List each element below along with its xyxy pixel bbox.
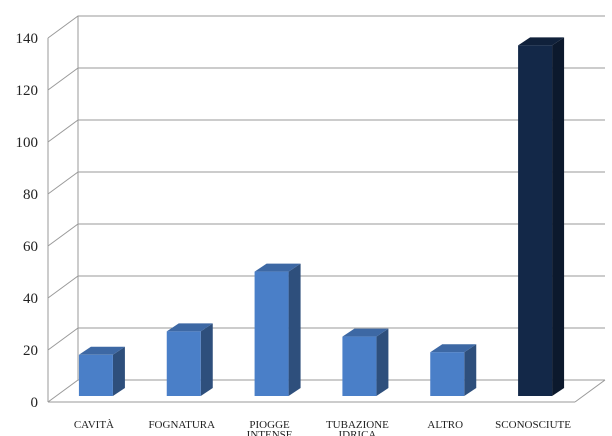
- bar-cavità: [78, 346, 125, 396]
- y-tick-label: 100: [16, 135, 39, 151]
- bar-side: [376, 328, 389, 396]
- bar-side: [200, 323, 213, 396]
- bar-front: [518, 45, 553, 397]
- y-tick-labels: 0 20 40 60 80 100 120 140: [16, 31, 39, 411]
- y-tick-label: 60: [23, 239, 38, 255]
- x-category-label: SCONOSCIUTE: [495, 419, 571, 431]
- bar-side: [552, 37, 565, 397]
- bar-top: [254, 263, 301, 272]
- y-tick-label: 20: [23, 343, 38, 359]
- bar-side: [288, 263, 301, 396]
- bar-tubazione: [342, 328, 389, 396]
- bar-top: [166, 323, 213, 332]
- floor-edge: [574, 379, 606, 403]
- bar-sconosciute: [518, 37, 565, 397]
- y-tick-label: 0: [31, 395, 39, 411]
- bar-front: [342, 336, 377, 396]
- bar-front: [78, 354, 113, 396]
- bar-top: [342, 328, 389, 337]
- bar-top: [518, 37, 565, 46]
- gridline: [47, 15, 605, 39]
- x-category-label: IDRICA: [338, 429, 376, 436]
- x-category-label: FOGNATURA: [148, 419, 215, 431]
- x-category-label: INTENSE: [247, 429, 293, 436]
- y-tick-label: 80: [23, 187, 38, 203]
- bars: [78, 37, 565, 397]
- bar-piogge: [254, 263, 301, 396]
- bar-top: [430, 344, 477, 353]
- x-category-label: TUBAZIONE: [326, 419, 389, 431]
- bar-top: [78, 346, 125, 355]
- y-tick-label: 40: [23, 291, 38, 307]
- bar-front: [430, 352, 465, 396]
- y-tick-label: 140: [16, 31, 39, 47]
- y-tick-label: 120: [16, 83, 39, 99]
- bar-side: [112, 346, 125, 396]
- bar-front: [166, 331, 201, 396]
- x-category-label: ALTRO: [427, 419, 463, 431]
- bar-side: [464, 344, 477, 396]
- x-category-label: CAVITÀ: [74, 419, 114, 431]
- bar-front: [254, 271, 289, 396]
- bar-fognatura: [166, 323, 213, 396]
- x-category-label: PIOGGE: [249, 419, 290, 431]
- bar-altro: [430, 344, 477, 396]
- axes: [47, 16, 606, 403]
